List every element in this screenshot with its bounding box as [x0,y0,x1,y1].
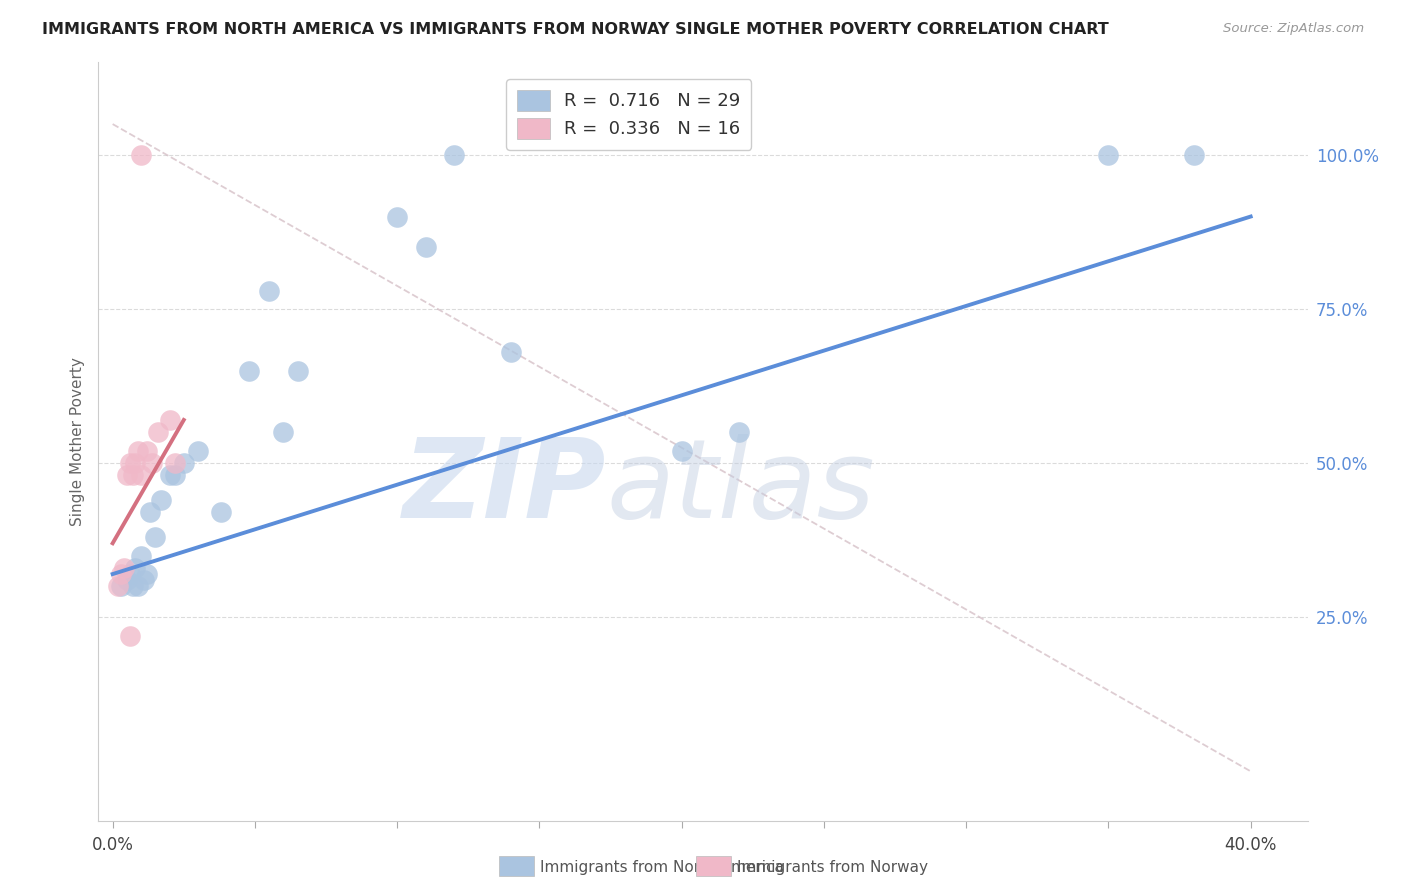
Point [273,425,295,440]
Point [138,505,160,519]
Point [150,493,173,508]
Point [129,468,152,483]
Point [165,468,187,483]
Point [141,456,163,470]
Point [499,345,522,359]
Text: atlas: atlas [606,434,875,541]
Point [127,443,149,458]
Text: ZIP: ZIP [402,434,606,541]
Point [110,567,132,582]
Point [1182,148,1205,162]
Point [112,561,135,575]
Point [173,456,195,470]
Point [124,456,146,470]
Point [257,284,280,298]
Point [132,573,155,587]
Text: IMMIGRANTS FROM NORTH AMERICA VS IMMIGRANTS FROM NORWAY SINGLE MOTHER POVERTY CO: IMMIGRANTS FROM NORTH AMERICA VS IMMIGRA… [42,22,1109,37]
Point [118,567,141,582]
Text: Immigrants from North America: Immigrants from North America [540,861,783,875]
Point [415,240,437,254]
Text: Immigrants from Norway: Immigrants from Norway [737,861,928,875]
Y-axis label: Single Mother Poverty: Single Mother Poverty [69,357,84,526]
Point [118,629,141,643]
Point [165,456,187,470]
Point [287,364,309,378]
Point [159,468,181,483]
Point [1097,148,1119,162]
Point [121,468,143,483]
Point [118,456,141,470]
Point [115,573,138,587]
Point [127,579,149,593]
Point [187,443,209,458]
Point [107,579,129,593]
Point [146,425,169,440]
Legend: R =  0.716   N = 29, R =  0.336   N = 16: R = 0.716 N = 29, R = 0.336 N = 16 [506,79,751,150]
Point [159,413,181,427]
Point [129,148,152,162]
Point [135,443,157,458]
Point [135,567,157,582]
Point [209,505,232,519]
Point [143,530,166,544]
Point [385,210,408,224]
Point [129,549,152,563]
Point [121,579,143,593]
Point [727,425,749,440]
Point [238,364,260,378]
Point [115,468,138,483]
Text: Source: ZipAtlas.com: Source: ZipAtlas.com [1223,22,1364,36]
Point [443,148,465,162]
Point [110,579,132,593]
Point [124,561,146,575]
Point [671,443,693,458]
